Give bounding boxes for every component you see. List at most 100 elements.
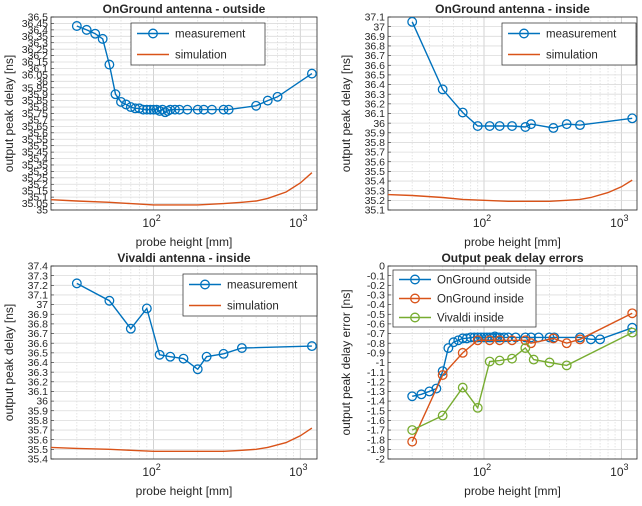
y-tick-label: -1.8 — [367, 434, 385, 446]
data-point-measurement — [104, 295, 115, 306]
y-tick-label: -1 — [376, 357, 385, 369]
y-tick-label: 36 — [36, 396, 48, 408]
y-tick-label: 35.2 — [365, 195, 386, 207]
legend-label: measurement — [546, 29, 617, 41]
y-tick-label: -1.7 — [367, 425, 385, 437]
data-point-onground-outside — [526, 332, 536, 343]
data-point-onground-outside — [549, 332, 560, 343]
data-point-vivaldi-inside — [507, 353, 517, 364]
data-point-onground-outside — [448, 337, 459, 348]
y-tick-label: -2 — [376, 454, 385, 466]
data-point-measurement — [437, 84, 448, 95]
chart-title: OnGround antenna - inside — [435, 2, 590, 16]
y-tick-label: 35.45 — [22, 147, 48, 159]
legend-label: OnGround outside — [437, 275, 531, 287]
chart-title: Vivaldi antenna - inside — [117, 251, 250, 265]
data-point-onground-inside — [575, 334, 585, 345]
y-tick-label: 36.9 — [28, 309, 49, 321]
data-point-onground-inside — [407, 436, 418, 447]
data-point-measurement — [272, 91, 283, 102]
legend: measurement simulation — [182, 273, 318, 317]
x-tick-labels: 102 103 — [142, 462, 307, 479]
y-tick-label: 35.4 — [28, 153, 49, 165]
data-point-measurement — [141, 104, 152, 115]
data-point-onground-outside — [443, 343, 454, 353]
data-point-measurement — [306, 68, 317, 79]
data-point-measurement — [262, 95, 273, 106]
legend: measurement simulation — [501, 22, 637, 66]
series-line-simulation — [388, 179, 633, 203]
series-line-onground-inside — [411, 312, 633, 442]
data-point-measurement — [145, 104, 156, 115]
legend: measurement simulation — [130, 22, 266, 66]
x-tick-label: 102 — [142, 462, 160, 479]
y-tick-label: 36.2 — [365, 98, 386, 110]
data-point-measurement — [104, 59, 115, 70]
data-point-onground-outside — [469, 332, 480, 343]
legend-label: simulation — [175, 50, 227, 62]
legend: OnGround outside OnGround inside Vivaldi i… — [392, 269, 537, 328]
y-tick-label: 37 — [373, 21, 385, 33]
y-tick-label: 35.7 — [28, 115, 49, 127]
y-tick-label: -0.4 — [367, 299, 385, 311]
y-tick-label: 35.6 — [28, 127, 49, 139]
y-tick-label: 36.2 — [28, 376, 49, 388]
y-tick-label: 36.6 — [28, 338, 49, 350]
y-tick-label: 36.25 — [22, 44, 48, 56]
y-tick-label: 36 — [373, 118, 385, 130]
x-tick-label: 103 — [289, 213, 307, 230]
data-point-measurement — [201, 351, 212, 362]
y-tick-label: 35.9 — [28, 405, 49, 417]
chart-title: Output peak delay errors — [441, 251, 583, 265]
y-tick-label: 36.3 — [28, 367, 49, 379]
y-tick-label: 35.8 — [365, 137, 386, 149]
y-tick-labels: 3535.0535.135.1535.235.2535.335.3535.435… — [22, 12, 48, 217]
series-line-measurement — [411, 21, 633, 129]
data-point-measurement — [627, 113, 637, 124]
data-point-measurement — [125, 323, 136, 334]
y-tick-label: 37 — [36, 299, 48, 311]
subplot-4: -2-1.9-1.8-1.7-1.6-1.5-1.4-1.3-1.2-1.1-1… — [339, 251, 638, 498]
data-point-onground-inside — [548, 333, 559, 344]
x-tick-label: 103 — [289, 462, 307, 479]
data-point-measurement — [306, 341, 317, 352]
y-tick-label: 35.9 — [28, 89, 49, 101]
y-tick-label: 36.4 — [28, 24, 49, 36]
x-axis-label: probe height [mm] — [464, 484, 561, 498]
legend-box — [130, 22, 266, 66]
legend-label: measurement — [227, 280, 298, 292]
data-point-measurement — [121, 99, 132, 110]
axes-frame — [50, 265, 318, 460]
legend-label: measurement — [175, 29, 246, 41]
data-point-measurement — [192, 364, 203, 375]
y-tick-label: 36.3 — [28, 37, 49, 49]
x-tick-labels: 102 103 — [142, 213, 307, 230]
x-tick-label: 103 — [610, 213, 628, 230]
y-tick-label: 36.6 — [365, 60, 386, 72]
y-tick-label: -1.5 — [367, 405, 385, 417]
legend-marker-onground-outside — [410, 274, 420, 285]
y-axis-label: output peak delay error [ns] — [339, 289, 353, 435]
data-point-onground-inside — [494, 335, 505, 346]
y-tick-label: -0.2 — [367, 280, 385, 292]
data-point-vivaldi-inside — [472, 402, 483, 413]
y-tick-label: 36.8 — [28, 319, 49, 331]
subplot-2: 35.135.235.335.435.535.635.735.835.93636… — [339, 2, 638, 249]
data-point-onground-inside — [561, 338, 572, 349]
data-point-vivaldi-inside — [561, 360, 572, 371]
data-point-measurement — [548, 123, 559, 133]
data-point-measurement — [71, 278, 82, 289]
x-tick-labels: 102 103 — [473, 462, 629, 479]
data-point-onground-inside — [507, 335, 517, 346]
data-point-measurement — [407, 17, 418, 27]
data-point-measurement — [71, 21, 82, 31]
axes-frame — [387, 265, 638, 460]
data-point-measurement — [561, 119, 572, 130]
data-point-measurement — [90, 28, 101, 39]
x-tick-label: 102 — [473, 213, 491, 230]
subplot-3: 35.435.535.635.735.835.93636.136.236.336… — [2, 251, 318, 498]
subplot-1: 3535.0535.135.1535.235.2535.335.3535.435… — [2, 2, 318, 249]
data-point-measurement — [218, 104, 229, 115]
y-tick-label: 37.2 — [28, 280, 49, 292]
y-tick-label: -0.8 — [367, 338, 385, 350]
